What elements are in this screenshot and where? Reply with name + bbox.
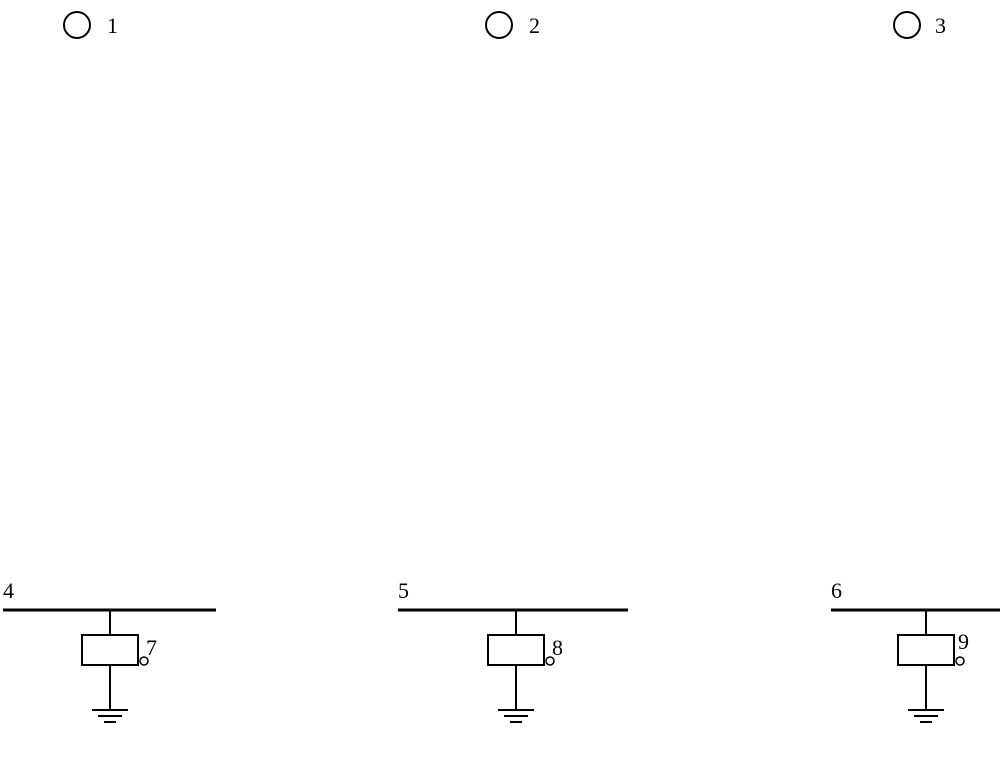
- bus-bar-5: 5: [398, 578, 628, 635]
- terminal-node-1: 1: [64, 12, 118, 38]
- terminal-node-2: 2: [486, 12, 540, 38]
- terminal-label: 3: [935, 13, 946, 38]
- bus-label: 6: [831, 578, 842, 603]
- terminal-circle-icon: [486, 12, 512, 38]
- block-8: 8: [488, 635, 563, 665]
- block-rect-icon: [488, 635, 544, 665]
- block-rect-icon: [82, 635, 138, 665]
- terminal-label: 2: [529, 13, 540, 38]
- terminal-circle-icon: [64, 12, 90, 38]
- terminal-circle-icon: [894, 12, 920, 38]
- schematic-canvas: 1 2 3 4 5 6 7 8 9: [0, 0, 1000, 773]
- block-port-icon: [546, 657, 554, 665]
- bus-label: 5: [398, 578, 409, 603]
- block-rect-icon: [898, 635, 954, 665]
- block-port-icon: [956, 657, 964, 665]
- terminal-node-3: 3: [894, 12, 946, 38]
- ground-symbol: [92, 665, 128, 722]
- block-label: 9: [958, 629, 969, 654]
- block-label: 8: [552, 635, 563, 660]
- bus-bar-6: 6: [831, 578, 1000, 635]
- terminal-label: 1: [107, 13, 118, 38]
- ground-symbol: [498, 665, 534, 722]
- ground-symbol: [908, 665, 944, 722]
- bus-label: 4: [3, 578, 14, 603]
- block-port-icon: [140, 657, 148, 665]
- block-9: 9: [898, 629, 969, 665]
- block-label: 7: [146, 635, 157, 660]
- block-7: 7: [82, 635, 157, 665]
- bus-bar-4: 4: [3, 578, 216, 635]
